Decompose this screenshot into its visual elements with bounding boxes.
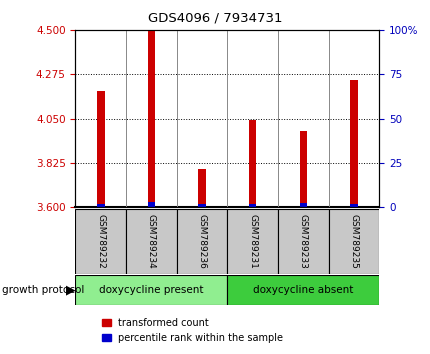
Bar: [147, 202, 155, 207]
Text: GSM789234: GSM789234: [147, 214, 156, 269]
Bar: [349, 204, 357, 207]
Text: doxycycline present: doxycycline present: [99, 285, 203, 295]
Bar: [299, 203, 307, 207]
Bar: [176, 209, 227, 274]
Bar: [277, 209, 328, 274]
Bar: [75, 275, 227, 305]
Text: GSM789232: GSM789232: [96, 214, 105, 269]
Bar: [248, 204, 256, 207]
Legend: transformed count, percentile rank within the sample: transformed count, percentile rank withi…: [101, 318, 283, 343]
Bar: [147, 31, 155, 207]
Text: GSM789233: GSM789233: [298, 214, 307, 269]
Text: doxycycline absent: doxycycline absent: [252, 285, 353, 295]
Bar: [97, 91, 104, 207]
Bar: [198, 169, 206, 207]
Bar: [198, 204, 206, 207]
Bar: [349, 80, 357, 207]
Bar: [126, 209, 176, 274]
Bar: [227, 275, 378, 305]
Text: GDS4096 / 7934731: GDS4096 / 7934731: [148, 11, 282, 24]
Text: GSM789236: GSM789236: [197, 214, 206, 269]
Text: ▶: ▶: [65, 284, 75, 297]
Text: GSM789231: GSM789231: [248, 214, 257, 269]
Bar: [75, 209, 126, 274]
Bar: [299, 131, 307, 207]
Bar: [328, 209, 378, 274]
Text: growth protocol: growth protocol: [2, 285, 84, 295]
Bar: [248, 120, 256, 207]
Text: GSM789235: GSM789235: [349, 214, 358, 269]
Bar: [227, 209, 277, 274]
Bar: [97, 204, 104, 207]
